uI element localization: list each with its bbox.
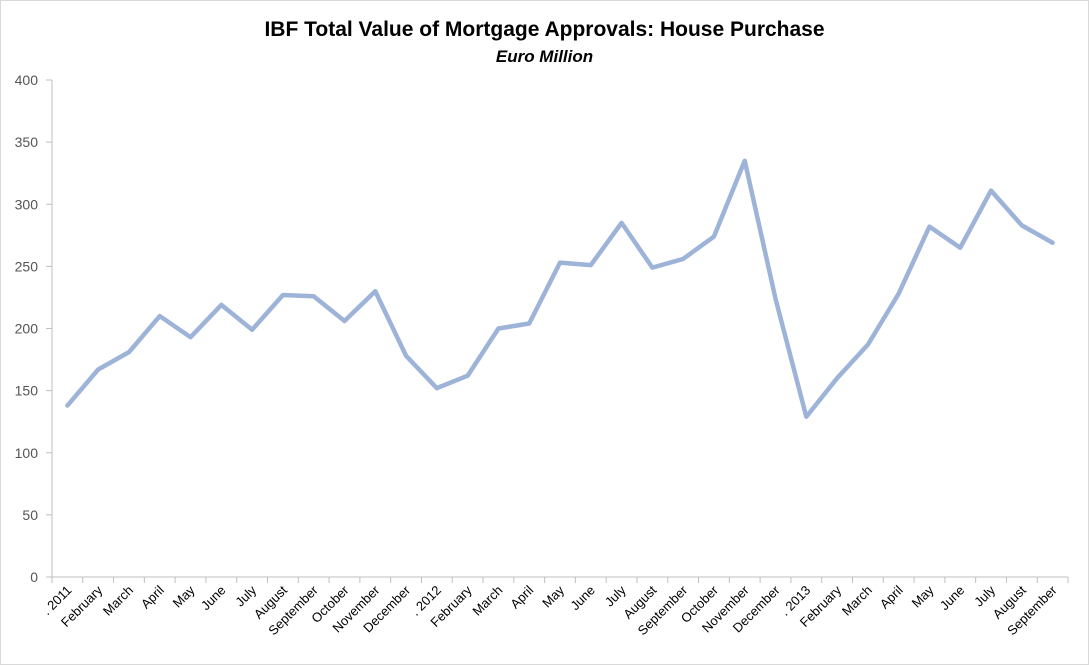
y-tick-label: 250 (15, 258, 39, 274)
x-tick-label: April (138, 582, 167, 611)
x-tick-label: June (567, 583, 598, 614)
chart-subtitle: Euro Million (495, 47, 594, 66)
y-tick-label: 350 (15, 134, 39, 150)
x-tick-label: March (469, 583, 505, 619)
x-tick-label: May (909, 582, 937, 610)
y-tick-label: 200 (15, 321, 39, 337)
x-tick-label: June (198, 583, 229, 614)
y-tick-label: 300 (15, 196, 39, 212)
x-tick-label: May (170, 582, 198, 610)
series-line (65, 158, 1055, 419)
x-tick-label: June (937, 583, 968, 614)
x-tick-label: March (839, 583, 875, 619)
x-tick-label: May (539, 582, 567, 610)
y-tick-label: 50 (22, 507, 38, 523)
x-tick-label: March (100, 583, 136, 619)
x-tick-label: April (877, 582, 906, 611)
chart-title: IBF Total Value of Mortgage Approvals: H… (264, 18, 825, 41)
y-tick-label: 100 (15, 445, 39, 461)
y-tick-label: 0 (30, 569, 38, 585)
y-tick-label: 150 (15, 383, 39, 399)
x-tick-label: April (507, 582, 536, 611)
y-tick-label: 400 (15, 72, 39, 88)
